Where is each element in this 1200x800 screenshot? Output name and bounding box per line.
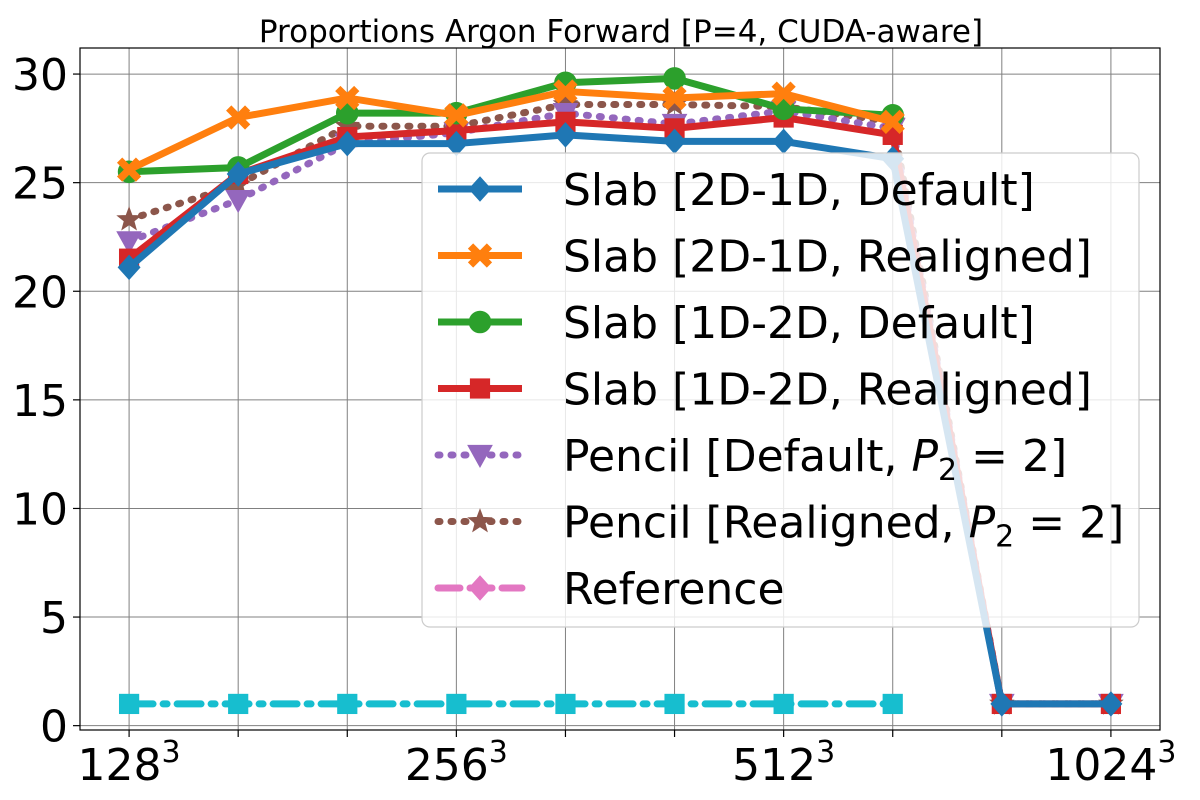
data-point [118, 693, 140, 715]
data-point [337, 693, 358, 715]
data-point [772, 128, 796, 155]
legend-entry: Pencil [Realigned, P2 = 2] [434, 498, 1124, 555]
data-point [663, 67, 686, 90]
y-tick-label: 30 [12, 50, 68, 101]
legend-label: Slab [1D-2D, Default] [563, 298, 1035, 349]
legend-marker [468, 176, 492, 202]
data-point [225, 189, 252, 214]
data-point [116, 231, 142, 255]
x-tick-label: 2563 [405, 735, 508, 791]
y-tick-label: 15 [12, 376, 68, 427]
legend-label: Slab [1D-2D, Realigned] [563, 365, 1092, 416]
data-point [553, 122, 577, 148]
data-point [880, 109, 905, 134]
data-point [773, 693, 794, 715]
x-tick-label: 10243 [1045, 735, 1176, 791]
legend-box [421, 152, 1140, 628]
data-point [553, 79, 578, 104]
legend-label: Pencil [Default, P2 = 2] [563, 431, 1067, 488]
series-line [128, 74, 893, 176]
legend-entry: Slab [1D-2D, Realigned] [438, 365, 1092, 416]
series-slab-2d-1d-realigned [116, 79, 905, 182]
legend-entry: Pencil [Default, P2 = 2] [434, 431, 1067, 488]
legend-marker [467, 243, 493, 268]
data-point [226, 105, 251, 130]
data-point [335, 85, 360, 111]
plot-frame [79, 47, 1161, 731]
data-point [882, 693, 903, 715]
legend-entry: Slab [1D-2D, Default] [438, 298, 1035, 349]
data-point [335, 130, 359, 157]
data-point [444, 103, 469, 128]
data-point [662, 85, 687, 111]
data-point [664, 693, 685, 715]
axes: 1283 2563 5123 10243 0 5 10 15 20 25 30 [12, 50, 1176, 791]
legend-marker [468, 575, 492, 601]
data-point [446, 693, 467, 715]
data-point [116, 206, 142, 231]
data-point [990, 691, 1014, 717]
x-tick-label: 1283 [78, 735, 181, 791]
data-point [771, 81, 796, 106]
y-tick-label: 0 [40, 702, 68, 753]
x-tick-label: 5123 [732, 735, 835, 791]
legend-marker [467, 508, 493, 533]
data-point [226, 161, 250, 187]
legend-marker [467, 444, 493, 469]
legend-label: Slab [2D-1D, Realigned] [563, 232, 1092, 283]
y-tick-label: 20 [12, 267, 68, 318]
legend-entry: Slab [2D-1D, Realigned] [438, 232, 1092, 283]
legend-label: Pencil [Realigned, P2 = 2] [563, 498, 1124, 555]
data-point [1099, 691, 1123, 717]
y-tick-label: 25 [12, 159, 68, 210]
y-tick-label: 10 [12, 484, 68, 535]
y-tick-label: 5 [40, 593, 68, 644]
legend-entry: Reference [434, 564, 785, 615]
data-point [555, 693, 576, 715]
data-point [228, 693, 249, 715]
data-point [117, 254, 141, 281]
legend-marker [468, 310, 492, 334]
legend-marker [469, 378, 491, 399]
legend: Slab [2D-1D, Default] Slab [2D-1D, Realig… [421, 152, 1140, 628]
chart-title: Proportions Argon Forward [P=4, CUDA-awa… [259, 14, 983, 50]
legend-label: Slab [2D-1D, Default] [563, 165, 1035, 216]
series-line [127, 87, 894, 173]
series-cyan [118, 693, 903, 715]
legend-entry: Slab [2D-1D, Default] [438, 165, 1035, 216]
data-point [116, 157, 142, 182]
legend-label: Reference [563, 564, 785, 615]
